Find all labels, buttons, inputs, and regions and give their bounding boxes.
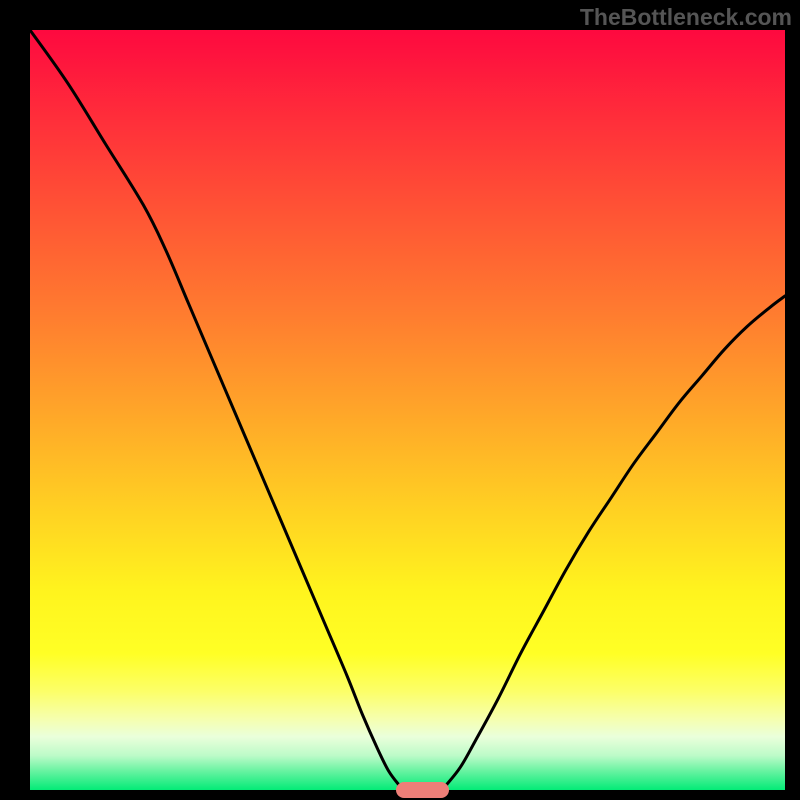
curves-svg (30, 30, 785, 790)
chart-root: TheBottleneck.com (0, 0, 800, 800)
plot-area (30, 30, 785, 790)
bottleneck-marker (396, 782, 449, 798)
curve-left (30, 30, 400, 786)
curve-right (445, 296, 785, 786)
watermark-text: TheBottleneck.com (580, 4, 792, 31)
